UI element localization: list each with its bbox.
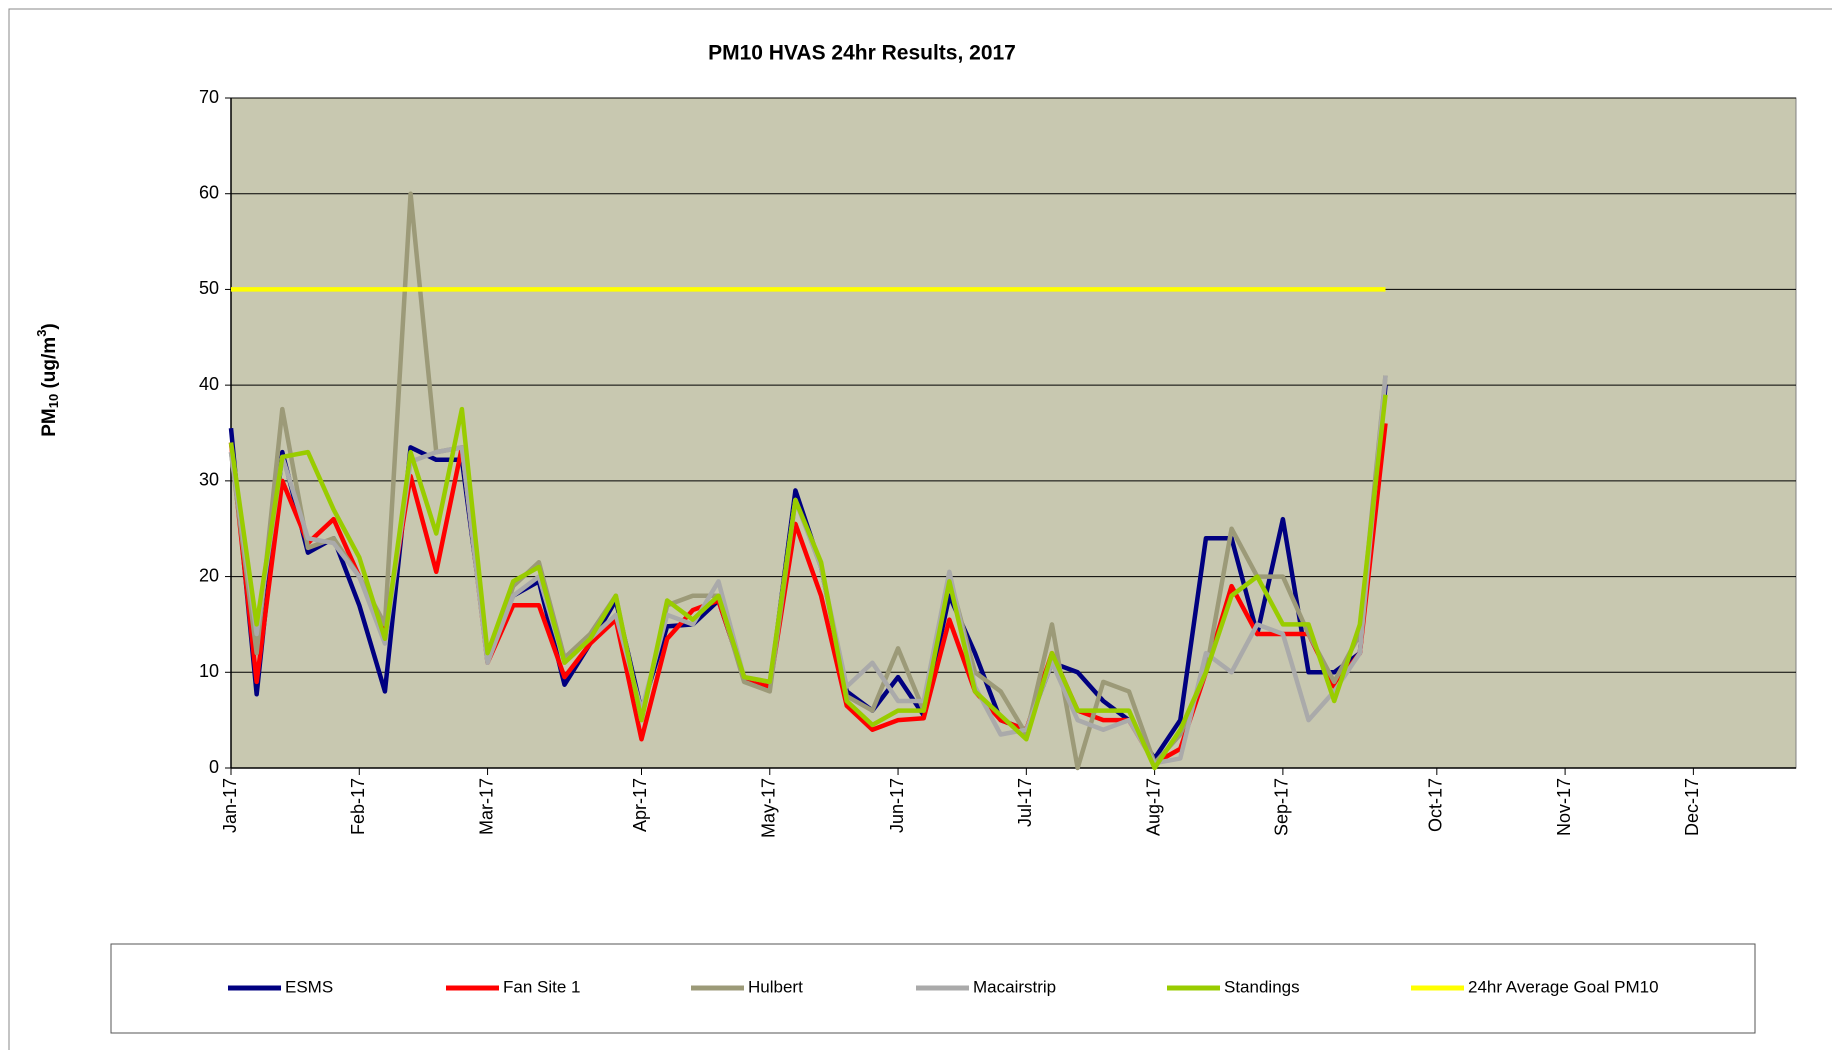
x-tick-label: Apr-17 xyxy=(630,778,650,832)
chart-title: PM10 HVAS 24hr Results, 2017 xyxy=(708,42,1016,65)
x-tick-label: Sep-17 xyxy=(1272,778,1292,836)
x-tick-label: Nov-17 xyxy=(1554,778,1574,836)
x-tick-label: Jun-17 xyxy=(887,778,907,833)
legend-label: Fan Site 1 xyxy=(503,977,581,996)
x-tick-label: Mar-17 xyxy=(476,778,496,835)
y-tick-label: 10 xyxy=(199,661,219,681)
y-tick-label: 60 xyxy=(199,182,219,202)
y-label-part: ) xyxy=(39,323,60,329)
y-label-sup: 3 xyxy=(34,330,49,337)
x-tick-label: Jan-17 xyxy=(220,778,240,833)
x-tick-label: Dec-17 xyxy=(1682,778,1702,836)
legend-label: ESMS xyxy=(285,977,333,996)
y-label-sub: 10 xyxy=(46,394,61,408)
y-tick-label: 20 xyxy=(199,565,219,585)
y-tick-label: 0 xyxy=(209,757,219,777)
y-axis-label: PM10 (ug/m3) xyxy=(34,323,61,437)
x-tick-label: Jul-17 xyxy=(1015,778,1035,827)
x-tick-label: Oct-17 xyxy=(1426,778,1446,832)
x-tick-label: Feb-17 xyxy=(348,778,368,835)
x-tick-label: Aug-17 xyxy=(1143,778,1163,836)
y-tick-label: 30 xyxy=(199,470,219,490)
legend-label: Macairstrip xyxy=(973,977,1056,996)
series-line xyxy=(228,394,1388,771)
y-label-part: (ug/m xyxy=(39,337,60,394)
y-tick-label: 50 xyxy=(199,278,219,298)
y-label-part: PM xyxy=(39,408,60,437)
y-tick-label: 70 xyxy=(199,87,219,107)
legend-label: 24hr Average Goal PM10 xyxy=(1468,977,1659,996)
x-tick-label: May-17 xyxy=(759,778,779,838)
chart-frame xyxy=(8,8,1832,1050)
y-tick-label: 40 xyxy=(199,374,219,394)
legend-label: Hulbert xyxy=(748,977,803,996)
legend-label: Standings xyxy=(1224,977,1300,996)
